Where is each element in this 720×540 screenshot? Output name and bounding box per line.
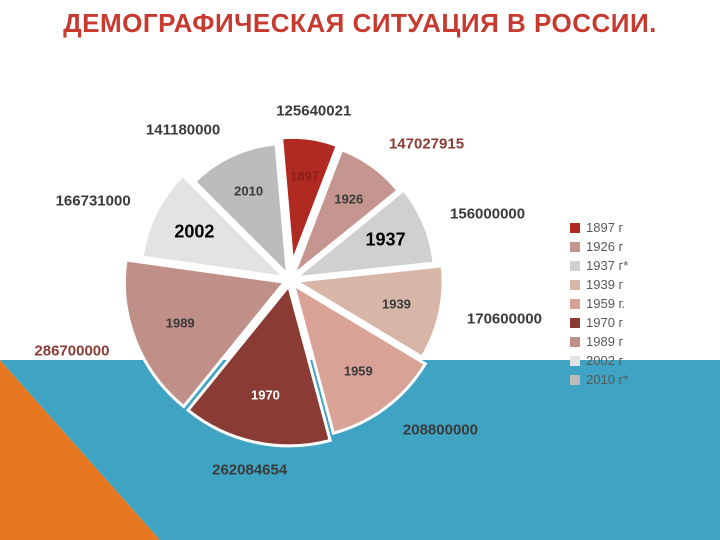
legend-swatch: [570, 299, 580, 309]
slice-inner-label: 1959: [344, 363, 373, 378]
legend: 1897 г 1926 г 1937 г* 1939 г 1959 г. 1970 г 19…: [570, 220, 628, 391]
legend-swatch: [570, 242, 580, 252]
legend-item: 1970 г: [570, 315, 628, 330]
slice-outer-label: 262084654: [212, 461, 287, 478]
legend-label: 1970 г: [586, 315, 623, 330]
slice-outer-label: 147027915: [389, 135, 464, 152]
slice-inner-label: 2010: [234, 184, 263, 199]
legend-label: 1939 г: [586, 277, 623, 292]
slice-outer-label: 156000000: [450, 205, 525, 222]
legend-label: 1959 г.: [586, 296, 625, 311]
slice-inner-label: 1937: [366, 230, 406, 251]
slice-outer-label: 208800000: [403, 421, 478, 438]
slice-inner-label: 1939: [382, 296, 411, 311]
slice-inner-label: 1970: [251, 388, 280, 403]
legend-swatch: [570, 280, 580, 290]
legend-item: 1939 г: [570, 277, 628, 292]
legend-label: 1897 г: [586, 220, 623, 235]
page-title: ДЕМОГРАФИЧЕСКАЯ СИТУАЦИЯ В РОССИИ.: [0, 8, 720, 39]
legend-item: 2002 г: [570, 353, 628, 368]
slice-outer-label: 141180000: [146, 122, 220, 139]
legend-label: 1926 г: [586, 239, 623, 254]
legend-label: 1937 г*: [586, 258, 628, 273]
slice-inner-label: 1897: [290, 168, 319, 183]
legend-item: 1937 г*: [570, 258, 628, 273]
legend-label: 2010 г*: [586, 372, 628, 387]
legend-item: 1897 г: [570, 220, 628, 235]
legend-label: 1989 г: [586, 334, 623, 349]
legend-swatch: [570, 261, 580, 271]
slice-inner-label: 1989: [166, 316, 195, 331]
legend-item: 1959 г.: [570, 296, 628, 311]
slice-outer-label: 125640021: [276, 102, 351, 119]
legend-swatch: [570, 223, 580, 233]
slice-outer-label: 170600000: [467, 311, 542, 328]
slice-outer-label: 286700000: [34, 343, 109, 360]
legend-item: 1926 г: [570, 239, 628, 254]
legend-swatch: [570, 337, 580, 347]
legend-swatch: [570, 375, 580, 385]
legend-item: 1989 г: [570, 334, 628, 349]
legend-swatch: [570, 356, 580, 366]
slice-outer-label: 166731000: [56, 192, 131, 209]
slice-inner-label: 1926: [334, 192, 363, 207]
legend-label: 2002 г: [586, 353, 623, 368]
legend-swatch: [570, 318, 580, 328]
slice-inner-label: 2002: [174, 222, 214, 243]
legend-item: 2010 г*: [570, 372, 628, 387]
